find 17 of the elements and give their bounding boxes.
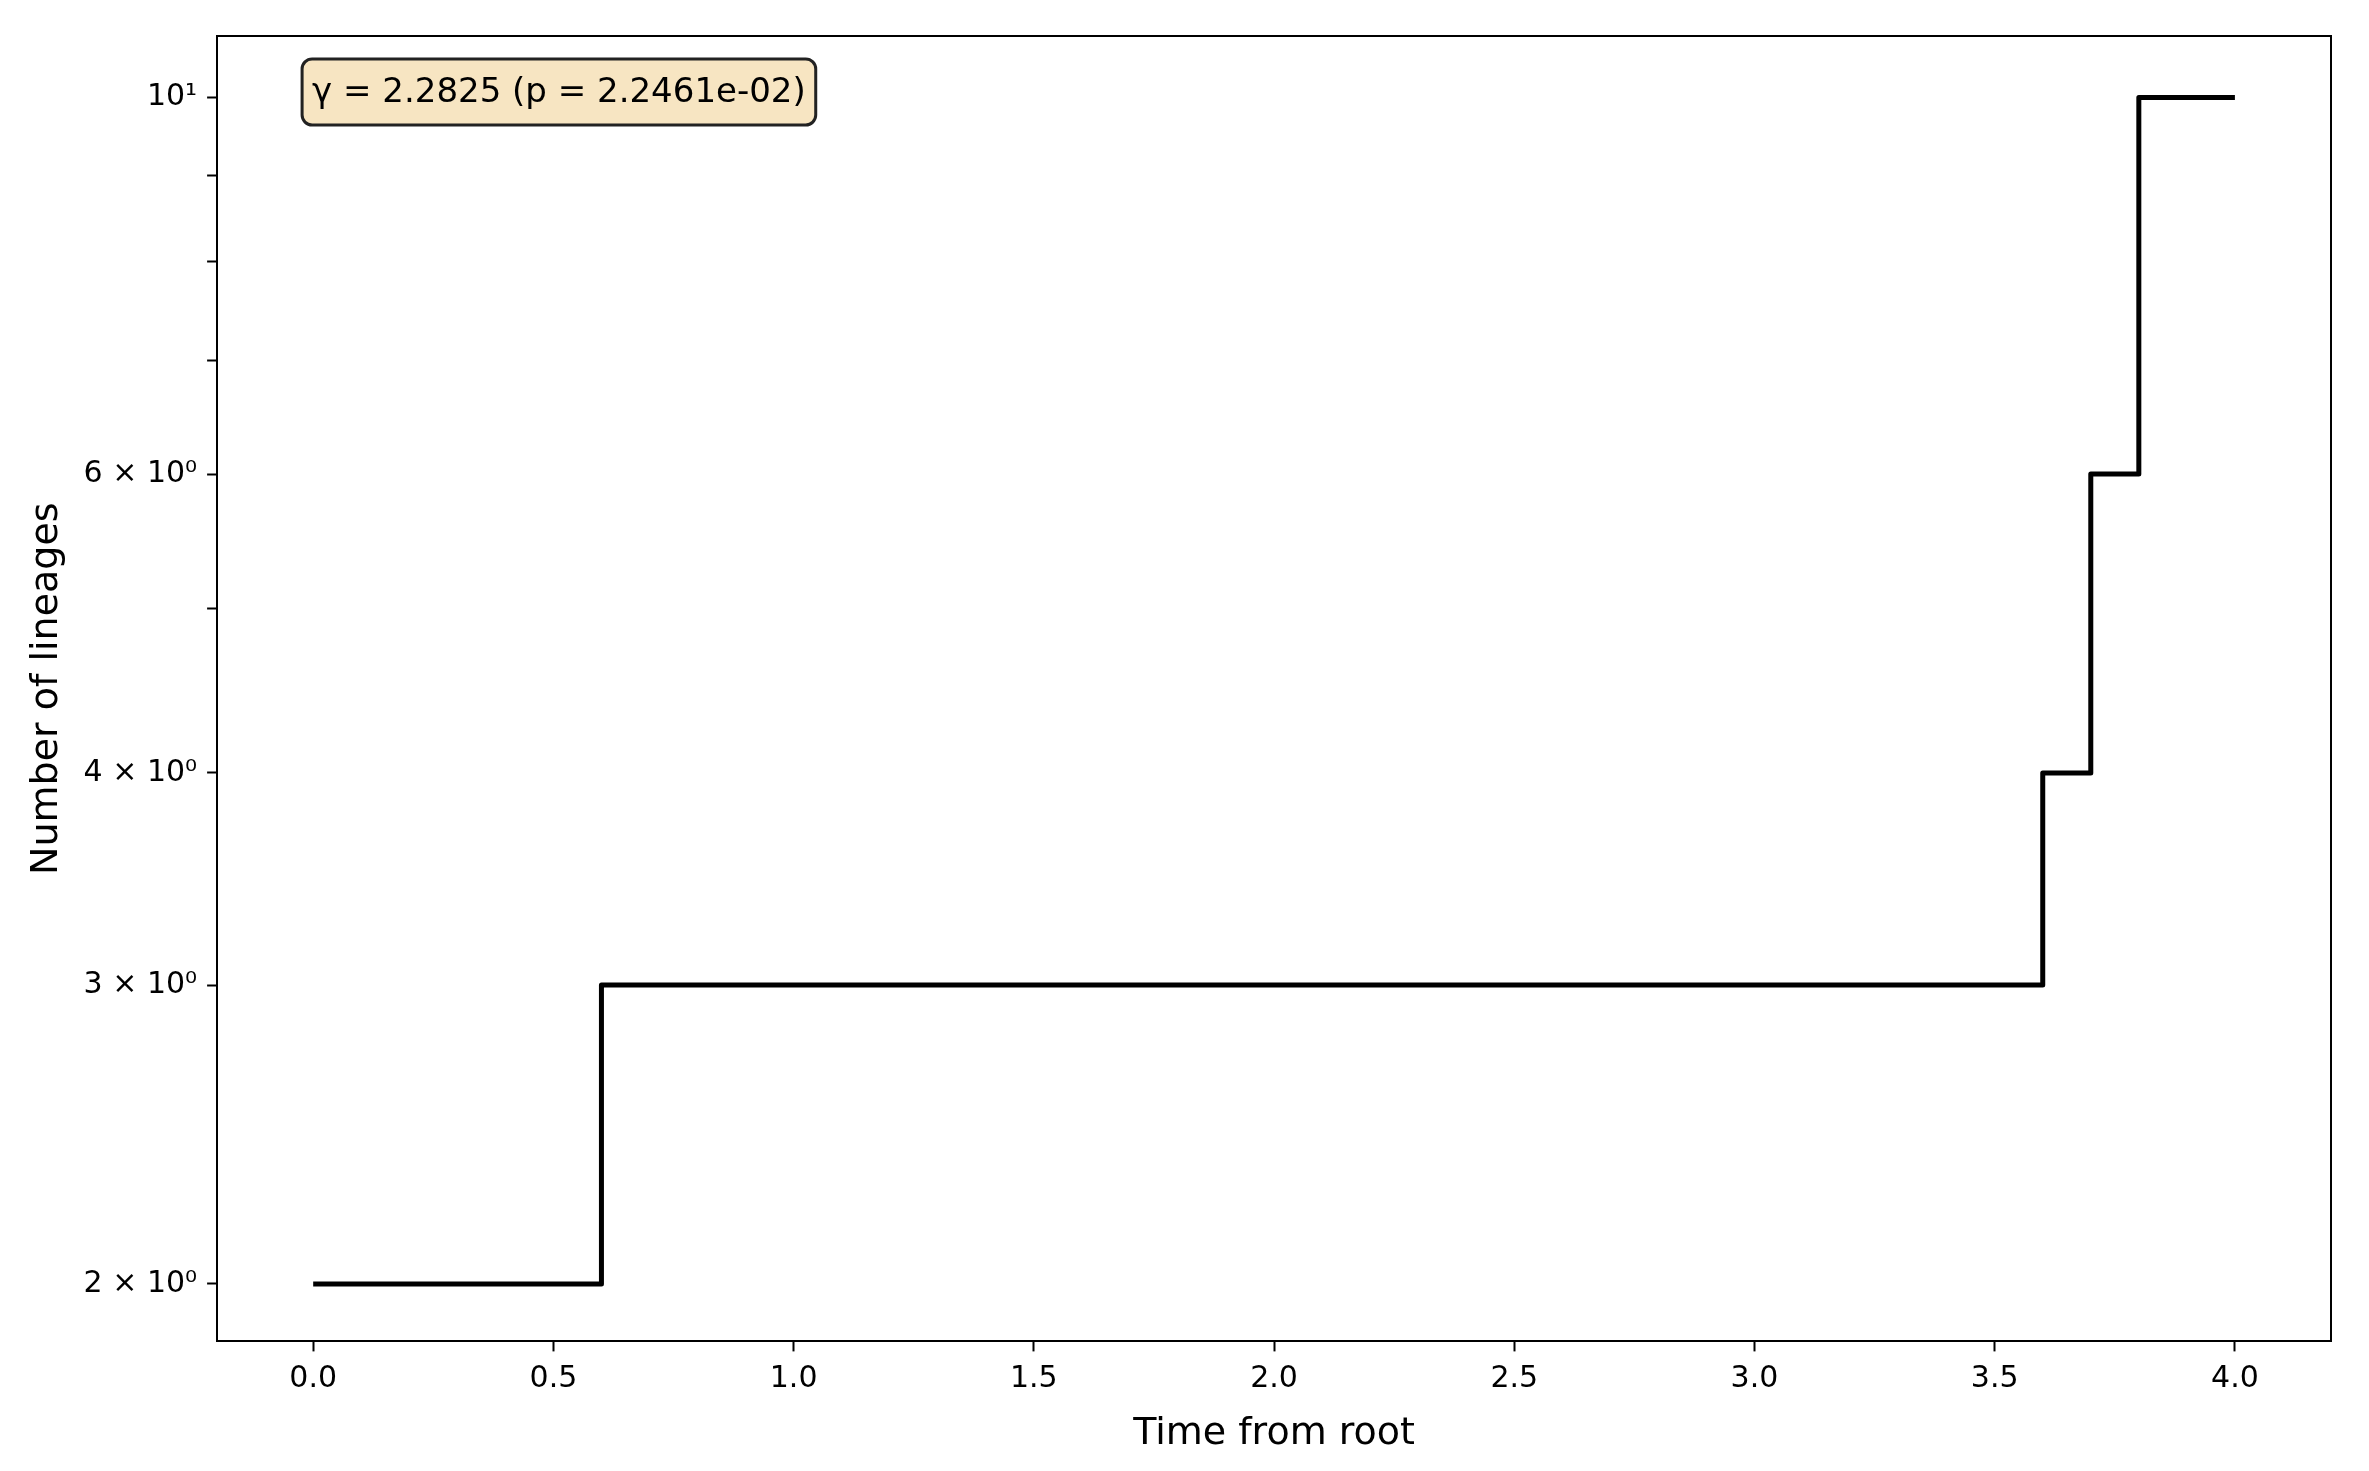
x-tick-label: 3.5 (1970, 1359, 2019, 1395)
x-tick-label: 1.0 (769, 1359, 818, 1395)
x-tick-label: 1.5 (1009, 1359, 1058, 1395)
x-tick-label: 0.0 (289, 1359, 338, 1395)
x-tick-label: 4.0 (2211, 1359, 2259, 1395)
x-tick-label: 2.5 (1490, 1359, 1539, 1395)
x-tick-label: 0.5 (529, 1359, 578, 1395)
y-tick-label: 10¹ (146, 77, 198, 113)
y-tick-label: 6 × 10⁰ (83, 453, 198, 489)
y-tick-label: 3 × 10⁰ (83, 964, 198, 1000)
y-axis-title: Number of lineages (21, 502, 66, 875)
y-tick-label: 2 × 10⁰ (83, 1263, 198, 1299)
x-tick-label: 3.0 (1730, 1359, 1779, 1395)
x-axis-title: Time from root (1132, 1409, 1415, 1454)
annotation: γ = 2.2825 (p = 2.2461e-02) (312, 69, 806, 110)
y-tick-label: 4 × 10⁰ (83, 752, 198, 788)
x-tick-label: 2.0 (1250, 1359, 1298, 1395)
